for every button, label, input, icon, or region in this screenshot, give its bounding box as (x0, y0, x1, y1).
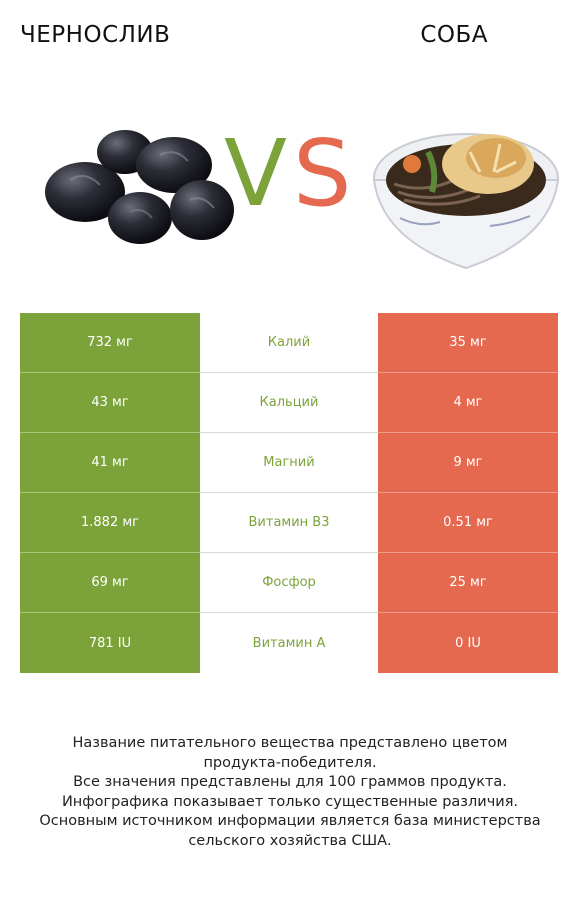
nutrient-comparison-table: 732 мг Калий 35 мг 43 мг Кальций 4 мг 41… (20, 313, 558, 673)
footnote-line: продукта-победителя. (203, 754, 377, 771)
footnotes: Название питательного вещества представл… (20, 734, 560, 851)
nutrient-name: Магний (200, 433, 378, 493)
footnote-line: Основным источником информации является … (39, 813, 541, 829)
table-row: 1.882 мг Витамин B3 0.51 мг (20, 493, 558, 553)
prunes-image (45, 130, 234, 244)
right-value: 0 IU (378, 613, 558, 673)
right-value: 9 мг (378, 433, 558, 493)
right-product-title: СОБА (420, 22, 488, 48)
left-product-title: ЧЕРНОСЛИВ (20, 22, 171, 48)
right-value: 4 мг (378, 373, 558, 433)
vs-letter-v: V (224, 120, 287, 227)
vs-letter-s: S (293, 120, 352, 227)
soba-noodle-bowl-image (372, 133, 560, 270)
nutrient-name: Витамин B3 (200, 493, 378, 553)
footnote-line: Название питательного вещества представл… (72, 735, 508, 751)
footnote-line: Инфографика показывает только существенн… (61, 793, 519, 810)
left-value: 69 мг (20, 553, 200, 613)
right-value: 0.51 мг (378, 493, 558, 553)
right-value: 35 мг (378, 313, 558, 373)
nutrient-name: Витамин A (200, 613, 378, 673)
left-value: 1.882 мг (20, 493, 200, 553)
nutrient-name: Фосфор (200, 553, 378, 613)
table-row: 69 мг Фосфор 25 мг (20, 553, 558, 613)
table-row: 41 мг Магний 9 мг (20, 433, 558, 493)
table-row: 732 мг Калий 35 мг (20, 313, 558, 373)
nutrient-name: Кальций (200, 373, 378, 433)
right-value: 25 мг (378, 553, 558, 613)
footnote-line: сельского хозяйства США. (188, 832, 392, 849)
left-value: 781 IU (20, 613, 200, 673)
footnote-line: Все значения представлены для 100 граммо… (73, 774, 507, 790)
left-value: 732 мг (20, 313, 200, 373)
left-value: 43 мг (20, 373, 200, 433)
left-value: 41 мг (20, 433, 200, 493)
table-row: 43 мг Кальций 4 мг (20, 373, 558, 433)
nutrient-name: Калий (200, 313, 378, 373)
table-row: 781 IU Витамин A 0 IU (20, 613, 558, 673)
